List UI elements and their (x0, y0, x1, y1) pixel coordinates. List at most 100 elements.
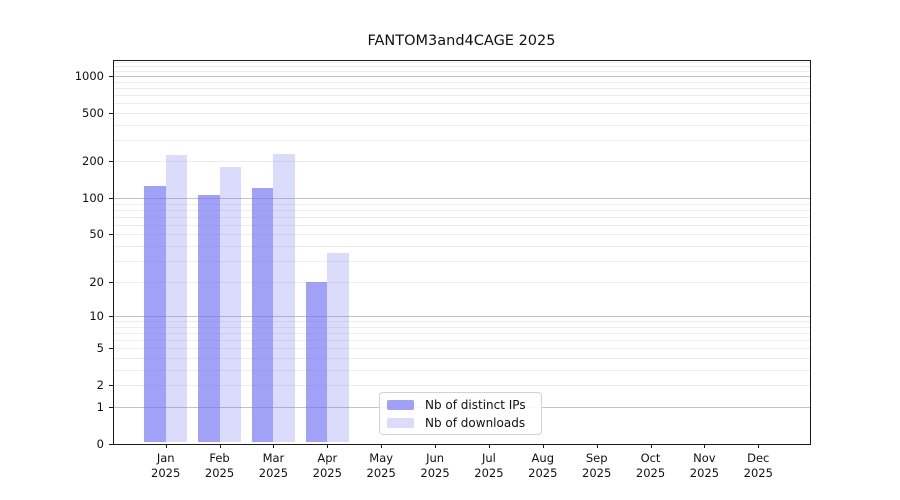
x-tick-month: Aug (531, 451, 555, 465)
gridline (114, 124, 810, 126)
x-tick-year: 2025 (258, 465, 289, 480)
chart-title: FANTOM3and4CAGE 2025 (367, 33, 556, 49)
gridline (114, 321, 810, 322)
gridline (114, 66, 810, 68)
x-tick (758, 444, 760, 448)
gridline (114, 385, 810, 387)
y-tick (109, 281, 113, 283)
x-tick-label: Jan 2025 (138, 451, 194, 480)
gridline (114, 197, 810, 199)
x-tick-year: 2025 (689, 465, 720, 480)
x-tick-label: May 2025 (353, 451, 409, 480)
gridline (114, 326, 810, 328)
gridline (114, 315, 810, 317)
gridline (114, 103, 810, 105)
gridline (114, 216, 810, 218)
x-tick-label: Dec 2025 (730, 451, 786, 480)
x-tick-label: Sep 2025 (569, 451, 625, 480)
bar-distinct-ips-mar (251, 188, 274, 443)
gridline (114, 81, 810, 83)
legend: Nb of distinct IPs Nb of downloads (379, 392, 542, 435)
x-tick-month: Sep (585, 451, 608, 465)
x-tick-month: Nov (693, 451, 716, 465)
x-tick (542, 444, 544, 448)
gridline (114, 260, 810, 262)
gridline (114, 369, 810, 371)
x-tick-month: Jun (426, 451, 445, 465)
y-tick-label: 2 (96, 378, 104, 393)
y-tick (109, 406, 113, 408)
bar-downloads-mar (273, 153, 295, 443)
bar-downloads-jan (165, 155, 188, 443)
x-tick-month: Dec (747, 451, 770, 465)
gridline (114, 357, 810, 359)
x-tick-month: Mar (262, 451, 285, 465)
x-tick (704, 444, 706, 448)
x-tick (327, 444, 329, 448)
gridline (114, 224, 810, 226)
x-tick-label: Mar 2025 (245, 451, 301, 480)
gridline (114, 75, 810, 77)
gridline (114, 112, 810, 114)
y-tick (109, 348, 113, 350)
plot-area (113, 60, 811, 445)
x-tick-label: Feb 2025 (192, 451, 248, 480)
x-tick-year: 2025 (366, 465, 396, 480)
y-tick-label: 1 (96, 399, 104, 414)
legend-label: Nb of downloads (425, 415, 526, 430)
x-tick-label: Jun 2025 (407, 451, 463, 480)
x-tick-month: Jan (156, 451, 175, 465)
x-tick-label: Oct 2025 (623, 451, 679, 480)
y-tick-label: 200 (82, 154, 104, 169)
x-tick (219, 444, 221, 448)
x-tick-year: 2025 (312, 465, 342, 480)
y-tick (109, 443, 113, 445)
x-tick-label: Apr 2025 (299, 451, 355, 480)
x-tick-year: 2025 (743, 465, 773, 480)
x-tick-label: Nov 2025 (676, 451, 732, 480)
x-tick (381, 444, 383, 448)
downloads-swatch-icon (387, 417, 414, 428)
x-tick (650, 444, 652, 448)
bar-downloads-feb (219, 166, 242, 443)
x-tick-month: Jul (481, 451, 496, 465)
gridline (114, 203, 810, 205)
bar-distinct-ips-jan (144, 186, 166, 443)
gridline (114, 339, 810, 341)
bar-distinct-ips-apr (305, 281, 328, 443)
x-tick (165, 444, 167, 448)
y-tick (109, 161, 113, 163)
y-tick (109, 315, 113, 317)
gridline (114, 70, 810, 72)
x-tick-month: Apr (317, 451, 338, 465)
gridline (114, 332, 810, 334)
y-tick (109, 234, 113, 236)
x-tick-year: 2025 (204, 465, 235, 480)
gridline (114, 94, 810, 96)
y-tick (109, 75, 113, 77)
gridline (114, 139, 810, 141)
x-tick (596, 444, 598, 448)
x-tick-year: 2025 (151, 465, 181, 480)
bar-downloads-apr (327, 252, 349, 443)
y-tick-label: 500 (82, 105, 104, 120)
y-tick (109, 112, 113, 114)
bar-distinct-ips-feb (198, 195, 220, 443)
y-tick-label: 0 (96, 436, 104, 451)
y-tick-label: 20 (89, 274, 104, 289)
x-tick (488, 444, 490, 448)
gridline (114, 348, 810, 350)
x-tick-year: 2025 (420, 465, 450, 480)
gridline (114, 161, 810, 163)
x-tick-month: May (369, 451, 394, 465)
legend-label: Nb of distinct IPs (425, 397, 526, 412)
y-tick-label: 50 (89, 227, 104, 242)
y-tick (109, 385, 113, 387)
gridline (114, 87, 810, 89)
gridline (114, 281, 810, 283)
y-tick-label: 100 (82, 190, 104, 205)
x-tick (273, 444, 275, 448)
y-tick (109, 197, 113, 199)
x-tick-year: 2025 (528, 465, 558, 480)
